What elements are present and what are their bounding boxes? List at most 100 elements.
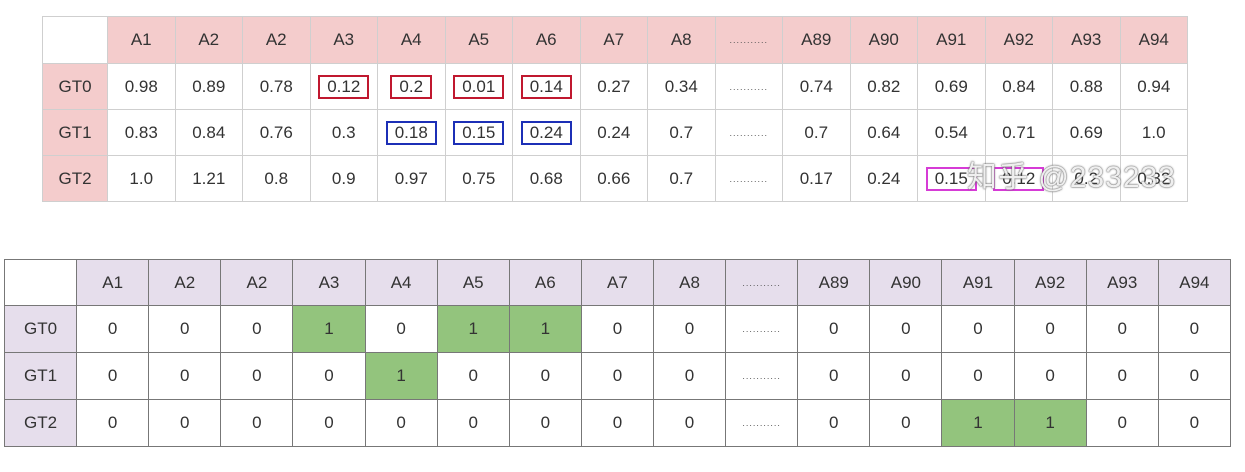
table-cell: 1 bbox=[1013, 399, 1087, 447]
table-cell: 0 bbox=[220, 399, 294, 447]
table-cell: 0.18 bbox=[377, 109, 446, 156]
table-row: GT2 0 0 0 0 0 0 0 0 0........... 0 0 1 1 0 0 bbox=[3, 399, 1232, 447]
row-header: GT0 bbox=[3, 305, 78, 353]
column-header: A4 bbox=[377, 16, 446, 64]
table-cell: 0.2 bbox=[377, 63, 446, 110]
column-header: A94 bbox=[1157, 259, 1232, 306]
column-header: A6 bbox=[508, 259, 582, 306]
table-cell: 0 bbox=[869, 305, 943, 353]
table-cell: 0.74 bbox=[782, 63, 851, 110]
table-cell: 1.0 bbox=[107, 155, 176, 202]
table-cell: 0.98 bbox=[107, 63, 176, 110]
table-cell: 0.7 bbox=[782, 109, 851, 156]
table-cell: 0.2 bbox=[1052, 155, 1121, 202]
table-cell: 1 bbox=[292, 305, 366, 353]
table-cell: 0.88 bbox=[1052, 63, 1121, 110]
table-cell: 0.75 bbox=[444, 155, 513, 202]
table-cell: 0.01 bbox=[444, 63, 513, 110]
highlight-box: 0.14 bbox=[520, 74, 572, 99]
table-cell: 0 bbox=[1085, 399, 1159, 447]
column-header: A7 bbox=[580, 259, 654, 306]
highlight-box: 0.12 bbox=[318, 74, 370, 99]
table-cell: 0 bbox=[941, 352, 1015, 400]
table-cell: 0.82 bbox=[849, 63, 918, 110]
table-row: GT0 0.98 0.89 0.78 0.12 0.2 0.01 0.14 0.27 0.34..… bbox=[42, 63, 1188, 110]
column-header: A5 bbox=[444, 16, 513, 64]
column-header: A1 bbox=[107, 16, 176, 64]
column-header: A91 bbox=[941, 259, 1015, 306]
highlight-box: 0.24 bbox=[520, 120, 572, 145]
highlight-box: 0.12 bbox=[993, 166, 1045, 191]
table-cell: 0 bbox=[508, 352, 582, 400]
assignment-table-body: A1 A2 A2 A3 A4 A5 A6 A7 A8........... A89 A90 A91 A9… bbox=[3, 259, 1232, 447]
table-cell: 1 bbox=[508, 305, 582, 353]
column-header: A7 bbox=[579, 16, 648, 64]
table-cell: 0.24 bbox=[579, 109, 648, 156]
column-header: A93 bbox=[1085, 259, 1159, 306]
table-cell: 1 bbox=[364, 352, 438, 400]
table-cell: 0 bbox=[941, 305, 1015, 353]
table-cell: 0 bbox=[76, 399, 150, 447]
row-header: GT2 bbox=[3, 399, 78, 447]
table-cell: 0 bbox=[652, 352, 727, 400]
table-cell: 0.27 bbox=[579, 63, 648, 110]
column-header: A2 bbox=[220, 259, 294, 306]
table-cell: 0 bbox=[797, 305, 871, 353]
column-header: A93 bbox=[1052, 16, 1121, 64]
corner-cell bbox=[3, 259, 78, 306]
table-cell: 0 bbox=[1013, 352, 1087, 400]
table-cell: 0 bbox=[869, 352, 943, 400]
column-header: A6 bbox=[512, 16, 581, 64]
assignment-table: A1 A2 A2 A3 A4 A5 A6 A7 A8........... A89 A90 A91 A9… bbox=[3, 259, 1232, 447]
table-cell: 0.78 bbox=[242, 63, 311, 110]
table-cell: 0.24 bbox=[512, 109, 581, 156]
column-header: A8 bbox=[647, 16, 716, 64]
table-cell: 0.9 bbox=[309, 155, 378, 202]
table-cell: 0 bbox=[220, 305, 294, 353]
table-cell: 0.94 bbox=[1119, 63, 1188, 110]
table-row: GT1 0 0 0 0 1 0 0 0 0........... 0 0 0 0 0 0 bbox=[3, 352, 1232, 400]
table-cell: 0.66 bbox=[579, 155, 648, 202]
table-cell: 0.14 bbox=[512, 63, 581, 110]
column-header: A1 bbox=[76, 259, 150, 306]
table-cell: ........... bbox=[725, 352, 799, 400]
table-cell: ........... bbox=[714, 155, 783, 202]
column-header: A8 bbox=[652, 259, 727, 306]
table-cell: 0 bbox=[580, 352, 654, 400]
table-cell: 0 bbox=[76, 305, 150, 353]
table-cell: ........... bbox=[714, 63, 783, 110]
table-cell: 0 bbox=[76, 352, 150, 400]
table-cell: 1 bbox=[436, 305, 510, 353]
table-cell: 0 bbox=[364, 305, 438, 353]
table-cell: 0 bbox=[580, 305, 654, 353]
table-cell: 0.84 bbox=[174, 109, 243, 156]
column-header: A5 bbox=[436, 259, 510, 306]
header-row: A1 A2 A2 A3 A4 A5 A6 A7 A8........... A89 A90 A91 A9… bbox=[42, 16, 1188, 64]
table-cell: 0 bbox=[1157, 352, 1232, 400]
table-cell: 0.54 bbox=[917, 109, 986, 156]
table-cell: 0 bbox=[797, 399, 871, 447]
table-cell: 0.71 bbox=[984, 109, 1053, 156]
table-cell: 0.3 bbox=[309, 109, 378, 156]
table-cell: 0 bbox=[220, 352, 294, 400]
table-cell: 0.7 bbox=[647, 155, 716, 202]
table-cell: 0 bbox=[580, 399, 654, 447]
column-header: A91 bbox=[917, 16, 986, 64]
table-cell: 0.64 bbox=[849, 109, 918, 156]
table-cell: 0.68 bbox=[512, 155, 581, 202]
table-cell: 0 bbox=[797, 352, 871, 400]
row-header: GT2 bbox=[42, 155, 108, 202]
column-header: A2 bbox=[148, 259, 222, 306]
column-header: A89 bbox=[797, 259, 871, 306]
table-cell: 1 bbox=[941, 399, 1015, 447]
table-cell: 0 bbox=[1157, 399, 1232, 447]
highlight-box: 0.2 bbox=[390, 74, 433, 99]
table-cell: 0 bbox=[1085, 352, 1159, 400]
highlight-box: 0.15 bbox=[453, 120, 505, 145]
table-cell: 0.97 bbox=[377, 155, 446, 202]
table-cell: 0 bbox=[364, 399, 438, 447]
table-row: GT0 0 0 0 1 0 1 1 0 0........... 0 0 0 0 0 0 bbox=[3, 305, 1232, 353]
column-header: A89 bbox=[782, 16, 851, 64]
table-cell: 0.15 bbox=[917, 155, 986, 202]
column-header: A2 bbox=[174, 16, 243, 64]
